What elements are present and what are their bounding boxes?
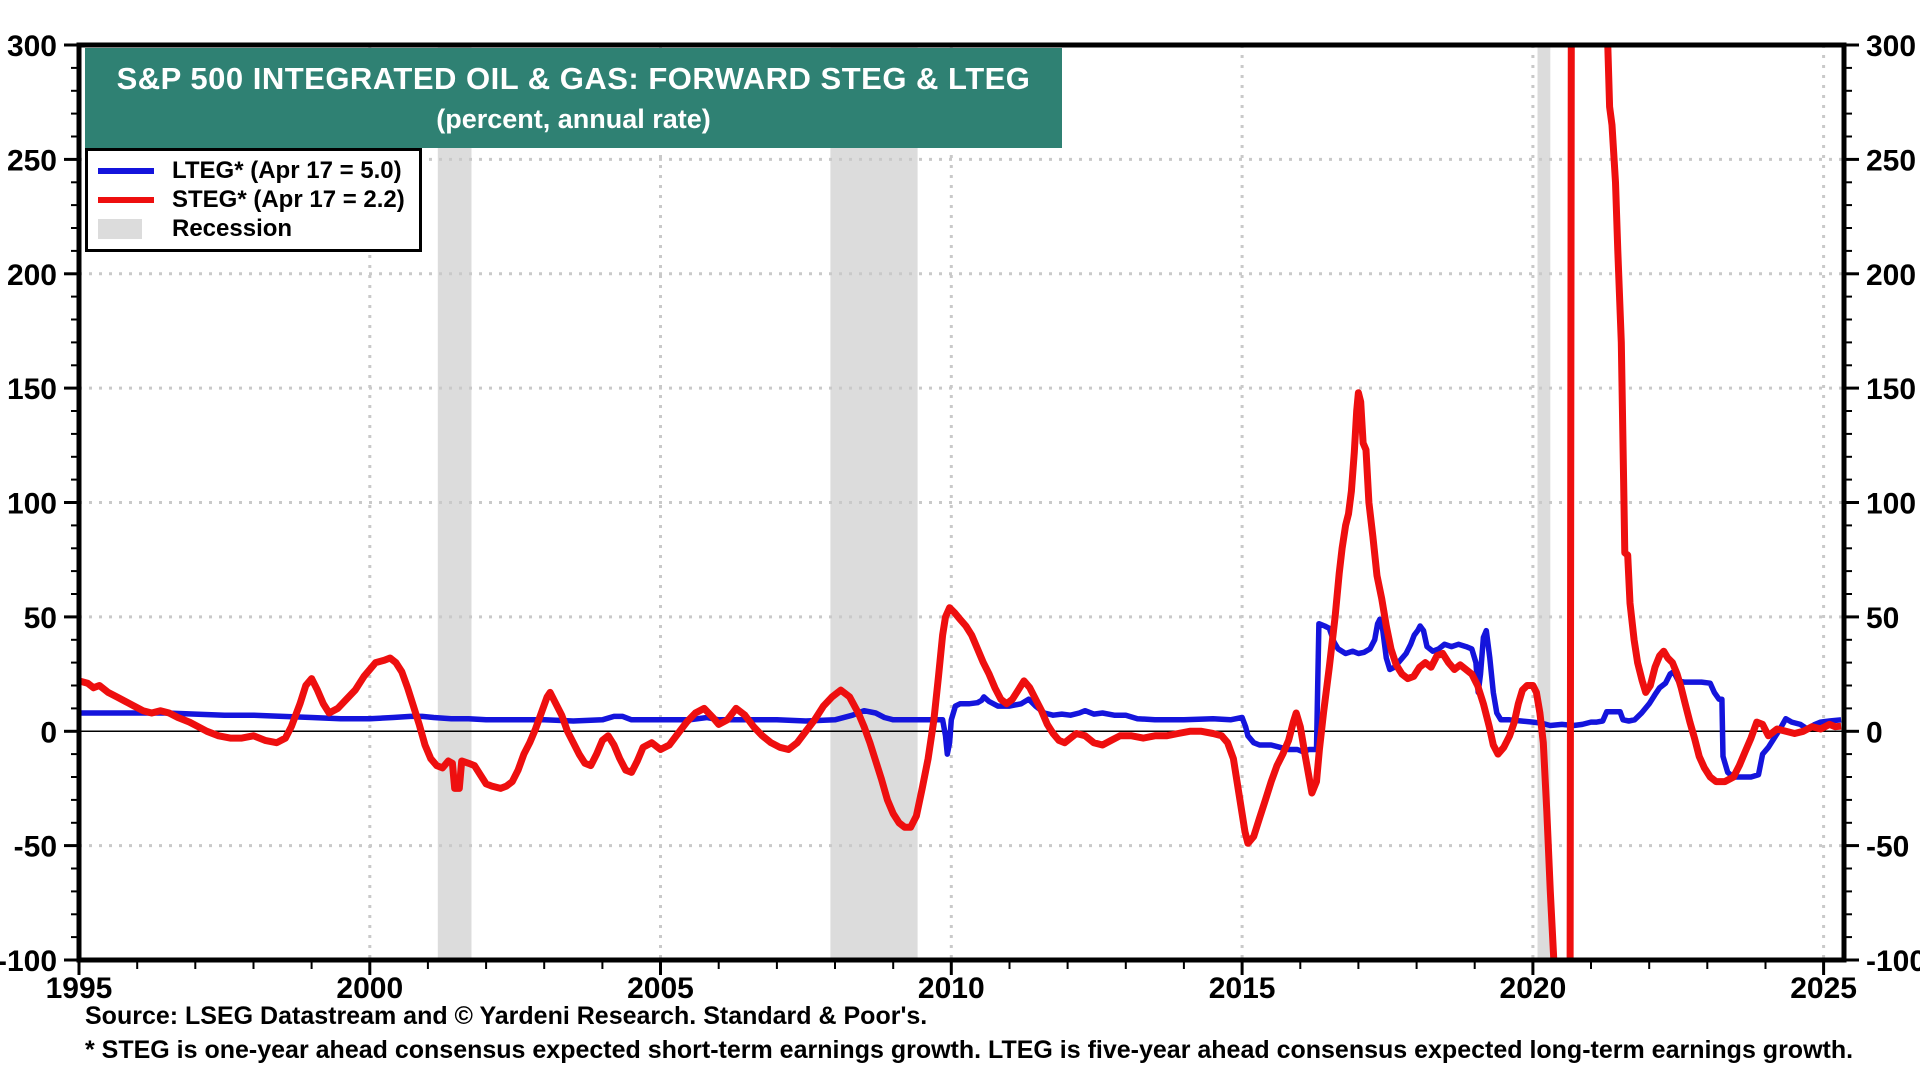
- legend-label-steg: STEG* (Apr 17 = 2.2): [172, 186, 405, 213]
- source-text: Source: LSEG Datastream and © Yardeni Re…: [85, 1002, 928, 1030]
- svg-text:2025: 2025: [1790, 972, 1857, 1005]
- svg-text:-100: -100: [0, 945, 57, 978]
- footnote-text: * STEG is one-year ahead consensus expec…: [85, 1036, 1854, 1064]
- svg-text:2015: 2015: [1209, 972, 1276, 1005]
- svg-text:2005: 2005: [627, 972, 694, 1005]
- svg-text:-50: -50: [1866, 831, 1909, 864]
- svg-text:-100: -100: [1866, 945, 1920, 978]
- legend-label-lteg: LTEG* (Apr 17 = 5.0): [172, 157, 402, 184]
- svg-text:50: 50: [24, 602, 57, 635]
- legend: LTEG* (Apr 17 = 5.0) STEG* (Apr 17 = 2.2…: [85, 148, 422, 252]
- svg-text:1995: 1995: [46, 972, 113, 1005]
- svg-text:2010: 2010: [918, 972, 985, 1005]
- chart-subtitle: (percent, annual rate): [436, 103, 711, 134]
- svg-text:100: 100: [1866, 488, 1916, 521]
- svg-text:150: 150: [1866, 373, 1916, 406]
- svg-text:250: 250: [7, 144, 57, 177]
- svg-text:200: 200: [7, 259, 57, 292]
- legend-item-recession: Recession: [98, 215, 405, 242]
- svg-text:100: 100: [7, 488, 57, 521]
- chart-title-banner: S&P 500 INTEGRATED OIL & GAS: FORWARD ST…: [85, 48, 1062, 148]
- legend-item-steg: STEG* (Apr 17 = 2.2): [98, 186, 405, 213]
- svg-text:250: 250: [1866, 144, 1916, 177]
- svg-text:-50: -50: [14, 831, 57, 864]
- svg-text:0: 0: [1866, 716, 1883, 749]
- steg-line-swatch-icon: [98, 197, 154, 203]
- svg-text:0: 0: [40, 716, 57, 749]
- recession-band-swatch-icon: [98, 219, 142, 239]
- chart-footer: Source: LSEG Datastream and © Yardeni Re…: [85, 1004, 1853, 1063]
- chart-title: S&P 500 INTEGRATED OIL & GAS: FORWARD ST…: [116, 61, 1031, 97]
- svg-text:300: 300: [7, 30, 57, 63]
- svg-text:150: 150: [7, 373, 57, 406]
- svg-text:300: 300: [1866, 30, 1916, 63]
- svg-text:2020: 2020: [1500, 972, 1567, 1005]
- legend-item-lteg: LTEG* (Apr 17 = 5.0): [98, 157, 405, 184]
- legend-label-recession: Recession: [172, 215, 293, 242]
- svg-text:50: 50: [1866, 602, 1899, 635]
- lteg-line-swatch-icon: [98, 168, 154, 174]
- svg-text:200: 200: [1866, 259, 1916, 292]
- svg-text:2000: 2000: [336, 972, 403, 1005]
